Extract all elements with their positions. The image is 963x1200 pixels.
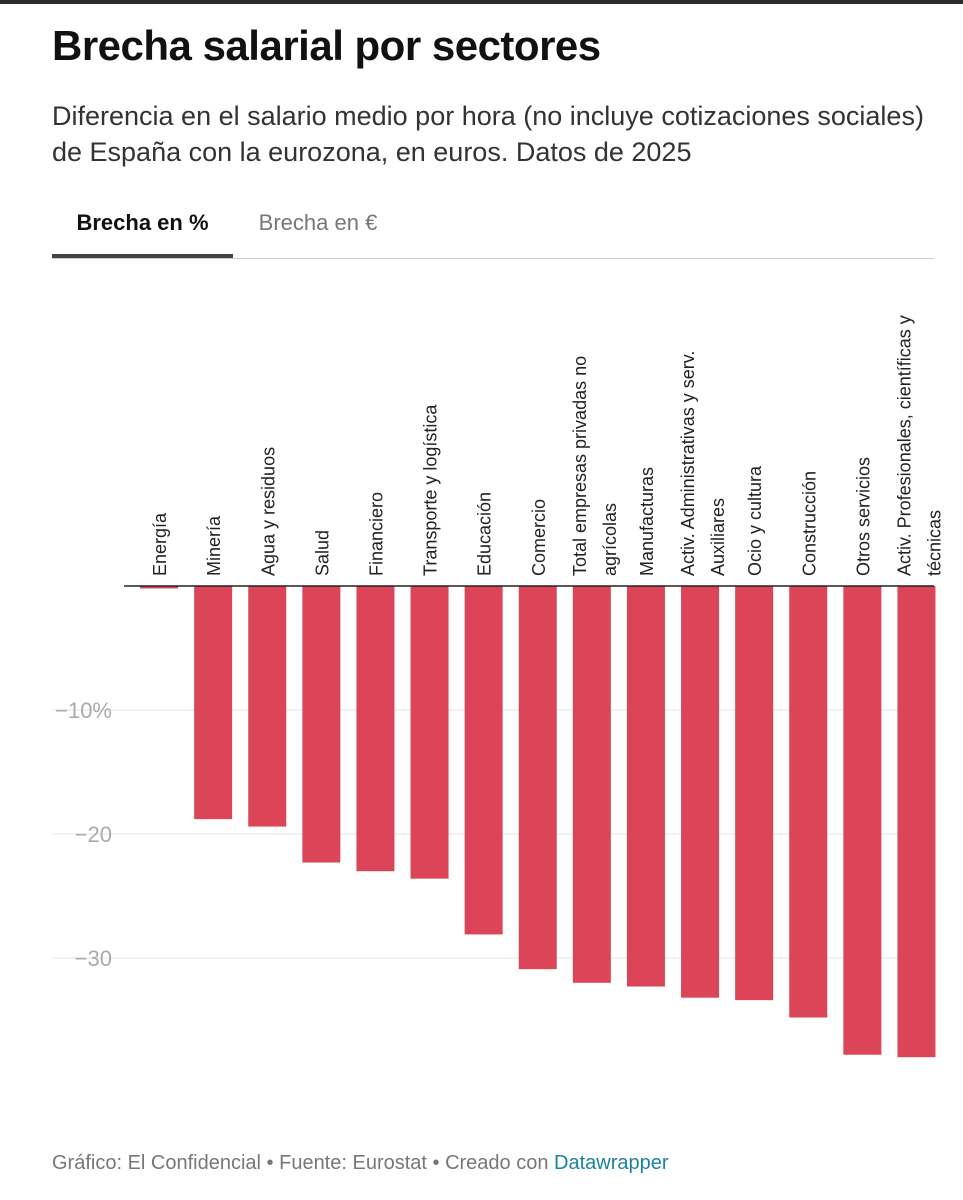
footer-credits: Gráfico: El Confidencial • Fuente: Euros… [52,1152,669,1175]
top-rule [0,0,963,4]
category-label: Ocio y cultura [745,465,765,576]
bar [248,586,287,827]
bar [843,586,882,1055]
category-label: Financiero [366,492,386,576]
bar [464,586,503,935]
category-label: Salud [312,530,332,576]
category-label: Minería [204,515,224,576]
bar [626,586,665,987]
y-tick-label: −10% [55,698,112,723]
bar [735,586,774,1001]
category-label: Comercio [529,499,549,576]
bar [897,586,936,1058]
bar [194,586,233,820]
bar [789,586,828,1018]
category-label: Agua y residuos [258,447,278,576]
tab-brecha-pct[interactable]: Brecha en % [52,200,233,258]
category-label: Construcción [799,471,819,576]
chart-title: Brecha salarial por sectores [52,22,601,69]
category-label: Activ. Administrativas y serv. [678,351,698,576]
y-tick-label: −20 [75,822,112,847]
bar [302,586,341,863]
bar [140,586,179,589]
bar [410,586,449,879]
category-label: Activ. Profesionales, científicas y [894,315,914,576]
category-label: Transporte y logística [421,404,441,576]
bar [572,586,611,983]
category-label: Energía [150,512,170,576]
bar [518,586,557,970]
bar-chart: −10% −20 −30 Energía Minería Agua y residuos S… [52,315,944,1058]
bar [681,586,720,998]
tab-bar: Brecha en % Brecha en € [52,200,934,259]
tab-brecha-eur[interactable]: Brecha en € [258,210,378,235]
bar [356,586,395,872]
category-label: Auxiliares [708,498,728,576]
category-label: técnicas [924,510,944,576]
category-label: Otros servicios [853,457,873,576]
category-label: agrícolas [600,503,620,576]
datawrapper-link[interactable]: Datawrapper [554,1152,669,1174]
chart-subtitle: Diferencia en el salario medio por hora … [52,101,924,167]
category-label: Manufacturas [637,467,657,576]
category-label: Educación [475,492,495,576]
category-label: Total empresas privadas no [570,356,590,576]
y-tick-label: −30 [75,946,112,971]
footer-text: Gráfico: El Confidencial • Fuente: Euros… [52,1152,555,1174]
